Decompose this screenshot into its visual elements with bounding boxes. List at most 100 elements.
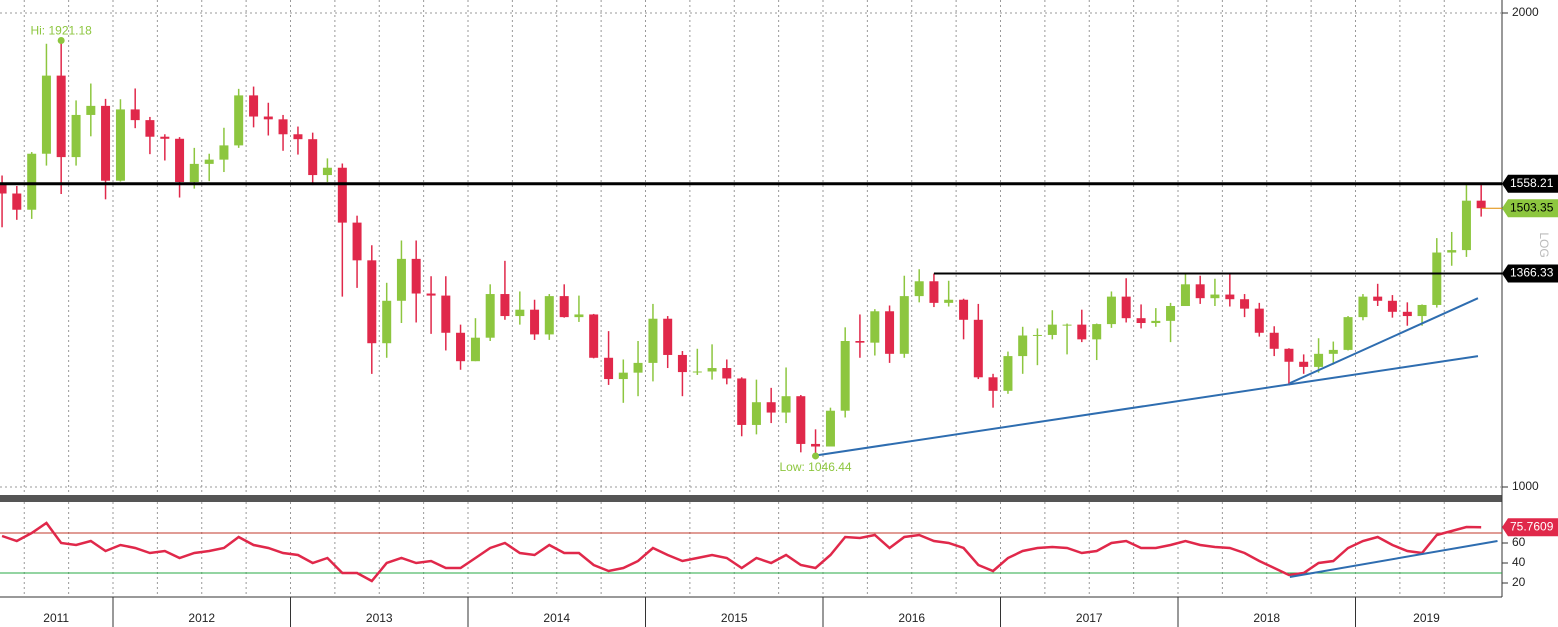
- candle-body: [515, 309, 525, 317]
- candle-body: [559, 296, 569, 318]
- candle-body: [722, 368, 732, 379]
- candle-body: [1121, 296, 1131, 319]
- candle-body: [367, 260, 377, 344]
- annotation-dot: [57, 36, 65, 44]
- level-label: 1558.21: [1510, 176, 1554, 190]
- candle-body: [337, 167, 347, 223]
- candle-body: [352, 222, 362, 261]
- candle-body: [130, 109, 140, 121]
- candle-body: [1003, 356, 1013, 391]
- candle-body: [944, 299, 954, 303]
- candle-body: [899, 296, 909, 354]
- candle-body: [1269, 332, 1279, 349]
- candle-body: [322, 167, 332, 176]
- candle-body: [1432, 252, 1442, 305]
- candle-body: [86, 105, 96, 115]
- candle-body: [589, 314, 599, 358]
- last-price-tag: [1502, 199, 1558, 218]
- level-label: 1366.33: [1510, 266, 1554, 280]
- x-tick-label: 2013: [366, 611, 393, 625]
- candle-body: [633, 362, 643, 373]
- candle-body: [1358, 296, 1368, 318]
- candle-body: [1166, 306, 1176, 321]
- candle-body: [648, 318, 658, 363]
- candle-body: [1284, 348, 1294, 362]
- y-tick-label: 60: [1512, 535, 1526, 549]
- candle-body: [1047, 324, 1057, 335]
- candle-body: [870, 311, 880, 343]
- trendline: [1289, 540, 1498, 578]
- candle-body: [1062, 324, 1072, 326]
- candle-body: [234, 95, 244, 146]
- candle-body: [485, 294, 495, 338]
- candle-body: [1343, 317, 1353, 350]
- candle-body: [426, 293, 436, 296]
- candle-body: [1417, 304, 1427, 317]
- candle-body: [1077, 324, 1087, 340]
- candle-body: [41, 75, 51, 154]
- x-tick-label: 2018: [1253, 611, 1280, 625]
- x-tick-label: 2014: [543, 611, 570, 625]
- candle-body: [175, 138, 185, 183]
- candle-body: [308, 139, 318, 176]
- candle-body: [1461, 200, 1471, 251]
- candle-body: [574, 314, 584, 318]
- candle-body: [1136, 318, 1146, 324]
- candle-body: [855, 341, 865, 343]
- scale-label: LOG: [1537, 232, 1551, 257]
- candle-body: [1373, 296, 1383, 301]
- candle-body: [1254, 308, 1264, 333]
- trendline: [812, 355, 1479, 457]
- annotation-dot: [812, 452, 820, 460]
- y-tick-label: 40: [1512, 555, 1526, 569]
- candle-body: [249, 95, 259, 117]
- candle-body: [441, 295, 451, 333]
- candle-body: [663, 318, 673, 355]
- candle-body: [751, 402, 761, 425]
- candle-body: [1210, 294, 1220, 299]
- candle-body: [1195, 284, 1205, 299]
- candle-body: [677, 354, 687, 373]
- candle-body: [101, 105, 111, 181]
- y-tick-label: 2000: [1512, 5, 1539, 19]
- candle-body: [781, 396, 791, 413]
- candle-body: [1018, 335, 1028, 357]
- y-tick-label: 20: [1512, 575, 1526, 589]
- level-tag: [1502, 264, 1558, 283]
- candle-body: [988, 377, 998, 391]
- candle-body: [618, 372, 628, 380]
- candle-body: [737, 378, 747, 425]
- panel-divider: [0, 495, 1502, 502]
- candle-body: [811, 443, 821, 447]
- candle-body: [1151, 320, 1161, 324]
- candle-body: [1447, 250, 1457, 253]
- y-tick-label: 1000: [1512, 479, 1539, 493]
- candle-body: [544, 296, 554, 335]
- candle-body: [278, 119, 288, 135]
- candle-body: [692, 371, 702, 373]
- x-tick-label: 2012: [188, 611, 215, 625]
- x-tick-label: 2011: [43, 611, 69, 625]
- candle-body: [1402, 311, 1412, 317]
- candle-body: [973, 319, 983, 378]
- candle-body: [56, 75, 66, 158]
- candle-body: [293, 134, 303, 140]
- candle-body: [766, 402, 776, 413]
- candle-body: [1328, 349, 1338, 354]
- x-tick-label: 2019: [1413, 611, 1440, 625]
- candle-body: [929, 281, 939, 303]
- candle-body: [1106, 296, 1116, 325]
- candle-body: [1092, 324, 1102, 340]
- rsi-tag: [1502, 518, 1558, 537]
- candle-body: [382, 300, 392, 344]
- candle-body: [0, 184, 7, 194]
- candle-body: [12, 193, 22, 210]
- candle-body: [456, 332, 466, 362]
- candle-body: [145, 120, 155, 137]
- candle-body: [27, 153, 37, 210]
- candle-body: [1299, 361, 1309, 367]
- candle-body: [707, 368, 717, 372]
- last-price-label: 1503.35: [1510, 200, 1554, 214]
- candle-body: [411, 258, 421, 294]
